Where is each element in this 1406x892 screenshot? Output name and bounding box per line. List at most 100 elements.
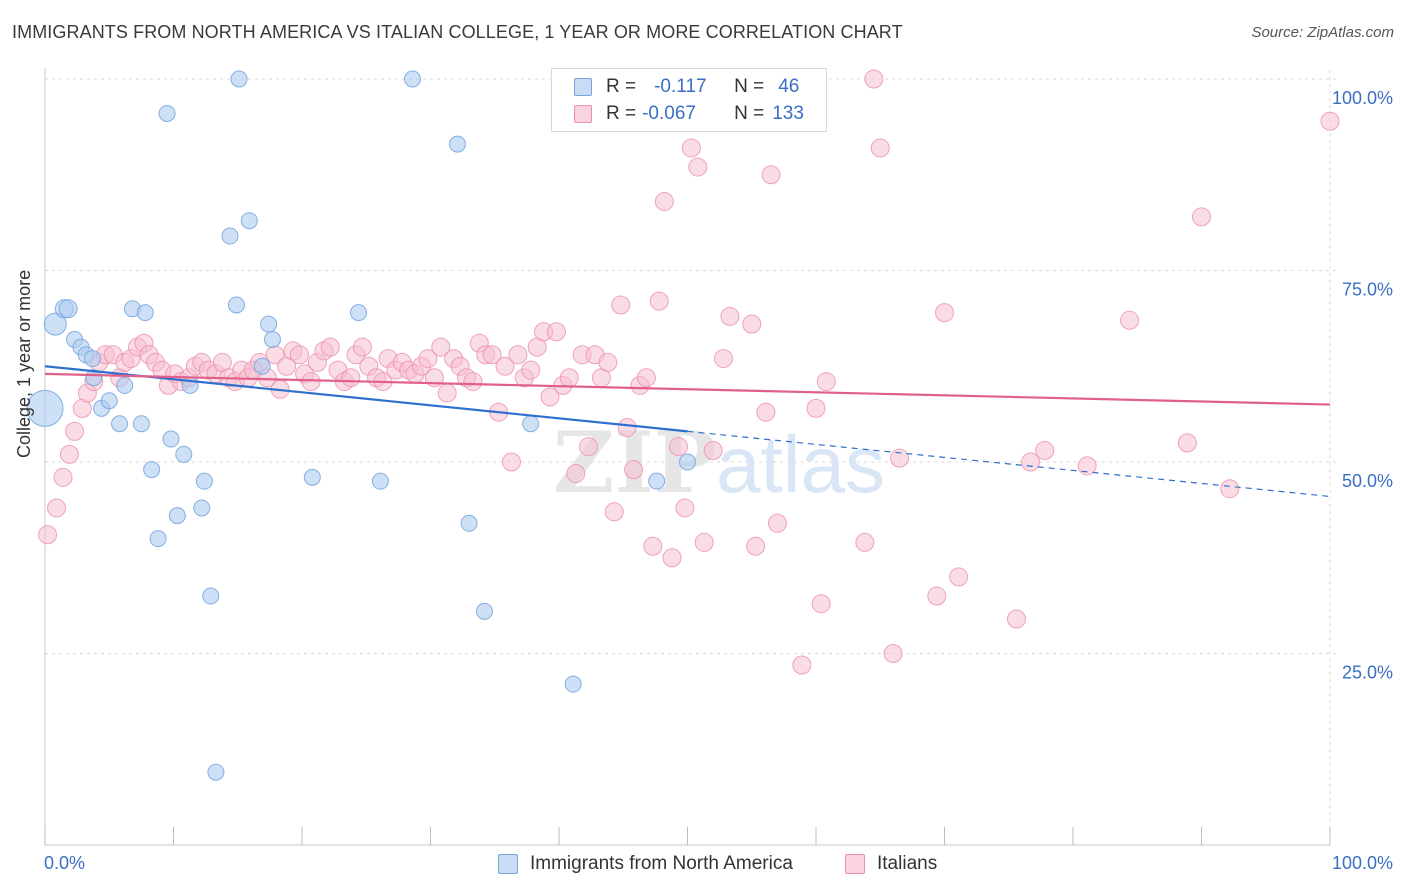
north-america-point <box>143 461 161 479</box>
italians-point <box>437 383 457 403</box>
italians-point <box>864 69 884 89</box>
italians-point <box>949 567 969 587</box>
legend-n-value: 133 <box>772 103 804 124</box>
italians-point <box>521 360 541 380</box>
italians-point <box>806 398 826 418</box>
y-tick-label: 50.0% <box>1342 471 1393 491</box>
italians-point <box>65 421 85 441</box>
north-america-point <box>162 430 180 448</box>
italians-point <box>566 463 586 483</box>
north-america-point <box>350 304 368 322</box>
italians-point <box>816 372 836 392</box>
italians-point <box>703 441 723 461</box>
italians-point <box>418 349 438 369</box>
italians-point <box>713 349 733 369</box>
north-america-point <box>26 389 64 427</box>
x-tick-label: 100.0% <box>1332 853 1393 873</box>
legend-swatch-pink <box>574 105 592 123</box>
italians-point <box>688 157 708 177</box>
italians-point <box>1006 609 1026 629</box>
italians-point <box>742 314 762 334</box>
italians-point <box>1220 479 1240 499</box>
trend-lines <box>44 365 1331 498</box>
italians-point <box>792 655 812 675</box>
north-america-point <box>132 415 150 433</box>
italians-point <box>681 138 701 158</box>
italians-point <box>463 372 483 392</box>
tick-labels: 25.0% 50.0% 75.0% 100.0% 0.0% 100.0% <box>44 88 1393 873</box>
y-tick-label: 75.0% <box>1342 280 1393 300</box>
north-america-point <box>168 507 186 525</box>
north-america-point <box>202 587 220 605</box>
north-america-point <box>193 499 211 517</box>
legend-n-label: N = <box>734 76 765 97</box>
north-america-point <box>43 312 67 336</box>
italians-point <box>636 368 656 388</box>
italians-point <box>59 444 79 464</box>
y-tick-label: 100.0% <box>1332 88 1393 108</box>
north-america-point <box>564 675 582 693</box>
legend-swatch-blue <box>574 78 592 96</box>
italians-point <box>1021 452 1041 472</box>
italians-point <box>624 460 644 480</box>
grid-lines <box>45 70 1340 845</box>
italians-point <box>604 502 624 522</box>
north-america-trend-extension <box>687 430 1331 498</box>
bottom-legend-label-north-america: Immigrants from North America <box>530 853 793 874</box>
italians-point <box>540 387 560 407</box>
north-america-point <box>195 472 213 490</box>
bottom-legend-swatch-pink <box>845 854 865 874</box>
italians-point <box>883 644 903 663</box>
italians-point <box>546 322 566 342</box>
italians-point <box>611 295 631 315</box>
italians-points <box>38 69 1340 675</box>
italians-point <box>598 352 618 372</box>
italians-point <box>720 306 740 326</box>
north-america-point <box>100 392 118 410</box>
correlation-legend: R = -0.117 N = 46 R = -0.067 N = 133 <box>551 68 827 132</box>
north-america-point <box>522 415 540 433</box>
italians-point <box>341 368 361 388</box>
bottom-legend-swatch-blue <box>498 854 518 874</box>
italians-point <box>890 448 910 468</box>
legend-row-north-america: R = -0.117 N = 46 <box>574 75 799 99</box>
italians-point <box>47 498 67 518</box>
italians-point <box>289 345 309 365</box>
italians-point <box>811 594 831 614</box>
italians-point <box>1120 310 1140 330</box>
y-tick-label: 25.0% <box>1342 663 1393 683</box>
north-america-point <box>263 330 281 348</box>
italians-trend-line <box>44 372 1331 406</box>
north-america-point <box>149 530 167 548</box>
north-america-point <box>404 70 422 88</box>
italians-point <box>320 337 340 357</box>
italians-point <box>675 498 695 518</box>
north-america-point <box>227 296 245 314</box>
legend-r-label: R = <box>606 76 637 97</box>
legend-r-label: R = <box>606 103 637 124</box>
italians-point <box>495 356 515 376</box>
italians-point <box>501 452 521 472</box>
italians-point <box>694 532 714 552</box>
italians-point <box>935 303 954 323</box>
italians-point <box>855 532 875 552</box>
y-axis-label: College, 1 year or more <box>14 269 34 458</box>
italians-point <box>746 536 766 556</box>
north-america-points <box>26 70 696 781</box>
source-label: Source: ZipAtlas.com <box>1251 24 1394 41</box>
chart-title: IMMIGRANTS FROM NORTH AMERICA VS ITALIAN… <box>12 22 903 42</box>
italians-point <box>508 345 528 365</box>
north-america-point <box>679 453 696 471</box>
watermark-atlas: atlas <box>716 420 885 509</box>
north-america-point <box>58 299 78 319</box>
legend-r-value: -0.067 <box>642 103 696 124</box>
italians-point <box>1177 433 1197 453</box>
legend-r-value: -0.117 <box>654 76 707 97</box>
italians-point <box>38 525 58 545</box>
italians-point <box>482 345 502 365</box>
italians-point <box>761 165 781 185</box>
italians-point <box>617 418 637 438</box>
north-america-point <box>84 350 102 368</box>
italians-point <box>643 536 663 556</box>
italians-point <box>767 513 787 533</box>
